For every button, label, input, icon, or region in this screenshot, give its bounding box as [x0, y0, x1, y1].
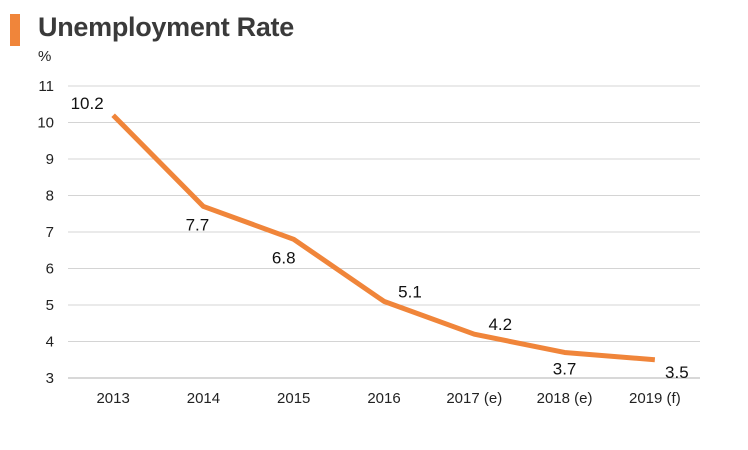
- x-axis-ticks: 2013 2014 2015 2016 2017 (e) 2018 (e) 2019 (f): [96, 390, 680, 407]
- x-tick-label: 2014: [187, 390, 220, 407]
- title-accent-bar: [10, 14, 20, 46]
- chart-title: Unemployment Rate: [38, 12, 294, 42]
- x-tick-label: 2013: [96, 390, 129, 407]
- data-label: 5.1: [398, 282, 422, 301]
- y-tick-label: 8: [46, 188, 54, 205]
- y-tick-label: 3: [46, 370, 54, 387]
- data-label: 3.7: [553, 359, 577, 378]
- data-label: 7.7: [186, 215, 210, 234]
- y-axis-ticks: 3 4 5 6 7 8 9 10 11: [37, 78, 54, 387]
- data-label: 10.2: [71, 94, 104, 113]
- y-tick-label: 4: [46, 334, 54, 351]
- y-tick-label: 5: [46, 297, 54, 314]
- x-tick-label: 2015: [277, 390, 310, 407]
- x-tick-label: 2018 (e): [537, 390, 593, 407]
- series-group: [111, 113, 656, 363]
- gridlines: [68, 85, 700, 379]
- x-tick-label: 2019 (f): [629, 390, 681, 407]
- y-tick-label: 9: [46, 151, 54, 168]
- x-tick-label: 2017 (e): [446, 390, 502, 407]
- y-tick-label: 6: [46, 261, 54, 278]
- data-label: 4.2: [488, 315, 512, 334]
- series-line: [111, 113, 656, 363]
- data-labels: 10.2 7.7 6.8 5.1 4.2 3.7 3.5: [71, 94, 689, 382]
- y-tick-label: 7: [46, 224, 54, 241]
- y-tick-label: 10: [37, 115, 54, 132]
- y-axis-unit: %: [38, 48, 52, 65]
- data-label: 6.8: [272, 248, 296, 267]
- y-tick-label: 11: [38, 78, 54, 95]
- x-tick-label: 2016: [367, 390, 400, 407]
- data-label: 3.5: [665, 363, 689, 382]
